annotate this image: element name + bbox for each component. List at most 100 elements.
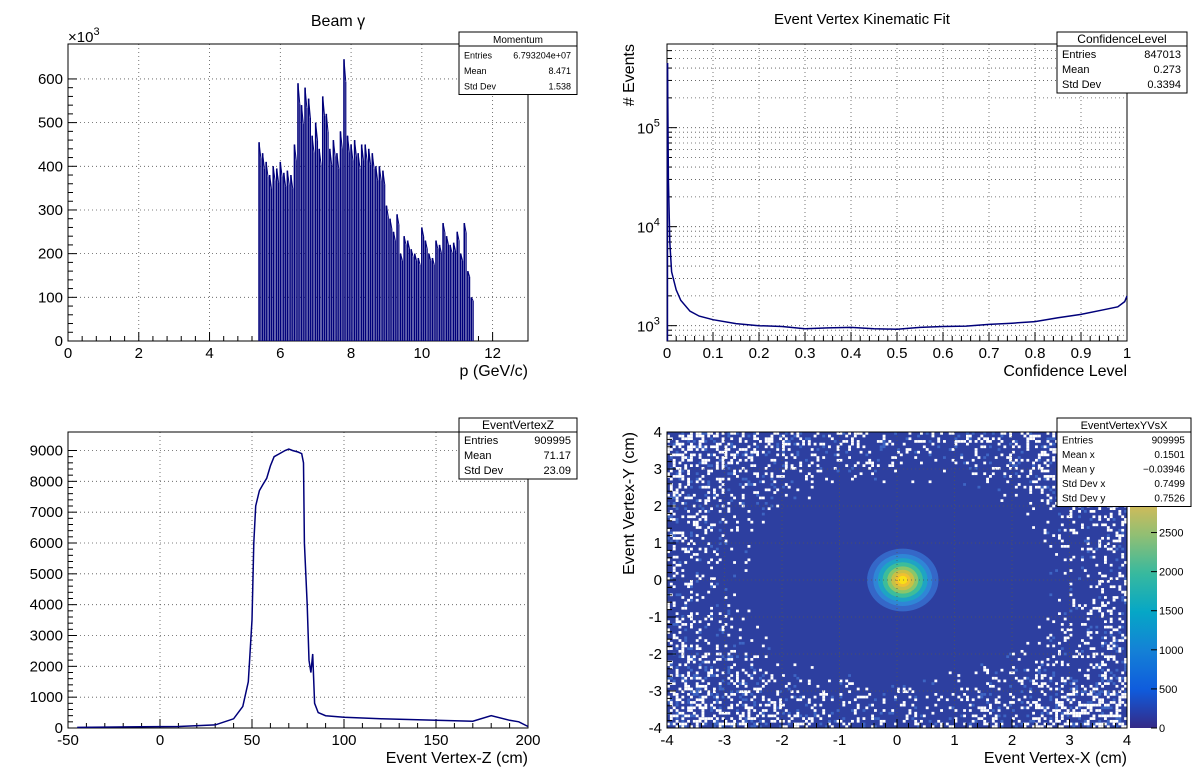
- sparse-cell: [1069, 682, 1073, 685]
- sparse-cell: [1118, 528, 1122, 532]
- sparse-cell: [687, 719, 690, 723]
- sparse-cell: [773, 701, 777, 704]
- sparse-cell: [989, 706, 992, 710]
- sparse-cell: [704, 639, 708, 642]
- sparse-cell: [690, 695, 693, 699]
- sparse-cell: [756, 655, 759, 659]
- sparse-cell: [698, 690, 702, 694]
- sparse-cell: [730, 725, 734, 728]
- sparse-cell: [1075, 711, 1079, 715]
- sparse-cell: [687, 434, 690, 438]
- sparse-cell: [816, 432, 820, 435]
- sparse-cell: [770, 445, 774, 449]
- bar-cap: [375, 166, 379, 181]
- sparse-cell: [1000, 668, 1004, 672]
- sparse-cell: [994, 717, 998, 720]
- sparse-cell: [833, 719, 837, 723]
- sparse-cell: [1032, 461, 1035, 465]
- sparse-cell: [1104, 574, 1107, 578]
- sparse-cell: [756, 714, 759, 718]
- sparse-cell: [767, 437, 771, 441]
- sparse-cell: [744, 652, 748, 656]
- sparse-cell: [675, 539, 679, 543]
- sparse-cell: [690, 690, 693, 694]
- sparse-cell: [859, 472, 863, 476]
- sparse-cell: [678, 536, 682, 540]
- sparse-cell: [1035, 485, 1038, 489]
- sparse-cell: [997, 448, 1001, 451]
- sparse-cell: [687, 701, 690, 704]
- sparse-cell: [1020, 722, 1024, 726]
- sparse-cell: [724, 456, 728, 459]
- sparse-cell: [669, 663, 673, 667]
- sparse-cell: [848, 690, 851, 694]
- sparse-cell: [779, 706, 782, 710]
- bar-cap: [407, 240, 410, 249]
- sparse-cell: [805, 703, 808, 707]
- sparse-cell: [782, 453, 785, 457]
- sparse-cell: [675, 695, 679, 699]
- sparse-cell: [1106, 725, 1110, 728]
- sparse-cell: [747, 711, 751, 715]
- sparse-cell: [675, 717, 679, 720]
- sparse-cell: [1081, 507, 1084, 511]
- sparse-cell: [738, 641, 742, 645]
- sparse-cell: [1109, 647, 1113, 650]
- sparse-cell: [692, 515, 696, 519]
- sparse-cell: [698, 477, 702, 481]
- sparse-cell: [710, 526, 713, 529]
- sparse-cell: [1049, 507, 1053, 511]
- stats-value: 0.1501: [1154, 450, 1185, 461]
- sparse-cell: [681, 714, 685, 718]
- stats-value: 8.471: [548, 66, 571, 76]
- bar-cap: [336, 153, 340, 169]
- sparse-cell: [776, 690, 780, 694]
- sparse-cell: [701, 475, 705, 478]
- sparse-cell: [707, 453, 711, 457]
- sparse-cell: [759, 668, 762, 672]
- sparse-cell: [954, 442, 958, 446]
- sparse-cell: [997, 714, 1001, 718]
- sparse-cell: [741, 698, 745, 702]
- sparse-cell: [1012, 709, 1015, 712]
- sparse-cell: [701, 480, 705, 484]
- sparse-cell: [980, 693, 984, 696]
- sparse-cell: [1012, 695, 1015, 699]
- sparse-cell: [707, 561, 711, 564]
- sparse-cell: [1066, 676, 1070, 680]
- sparse-cell: [1052, 671, 1056, 675]
- sparse-cell: [1043, 693, 1047, 696]
- sparse-cell: [822, 445, 826, 449]
- sparse-cell: [715, 652, 719, 656]
- sparse-cell: [764, 466, 768, 470]
- sparse-cell: [730, 655, 734, 659]
- sparse-cell: [1060, 725, 1064, 728]
- sparse-cell: [761, 496, 765, 500]
- sparse-cell: [1118, 722, 1122, 726]
- sparse-cell: [741, 496, 745, 500]
- sparse-cell: [784, 456, 788, 459]
- sparse-cell: [724, 614, 728, 618]
- sparse-cell: [733, 472, 736, 476]
- sparse-cell: [1118, 649, 1122, 653]
- sparse-cell: [1101, 574, 1104, 578]
- sparse-cell: [1104, 722, 1107, 726]
- sparse-cell: [744, 658, 748, 661]
- sparse-cell: [1069, 711, 1073, 715]
- sparse-cell: [986, 437, 989, 441]
- sparse-cell: [1124, 690, 1127, 694]
- sparse-cell: [724, 542, 728, 546]
- sparse-cell: [767, 507, 771, 511]
- sparse-cell: [1106, 601, 1110, 605]
- sparse-cell: [882, 440, 886, 443]
- sparse-cell: [1058, 687, 1061, 691]
- y-tick-label: 6000: [30, 535, 63, 552]
- sparse-cell: [1095, 695, 1099, 699]
- sparse-cell: [761, 520, 765, 524]
- sparse-cell: [968, 434, 972, 438]
- sparse-cell: [1017, 483, 1021, 486]
- sparse-cell: [1058, 703, 1061, 707]
- sparse-cell: [1112, 641, 1116, 645]
- sparse-cell: [695, 558, 699, 562]
- sparse-cell: [1098, 701, 1102, 704]
